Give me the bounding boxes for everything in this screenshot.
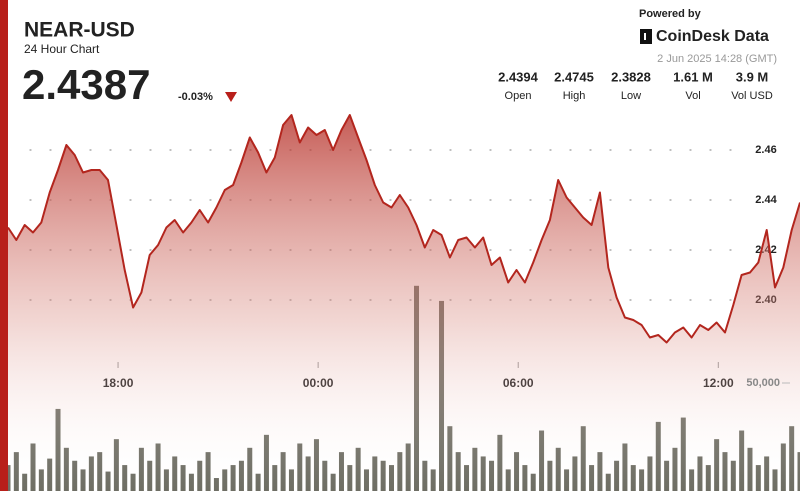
stat-label: Open [505,90,532,102]
stats: 2.4394 Open 2.4745 High 2.3828 Low 1.61 M Vol 3.… [498,69,773,101]
y2-tick-label: 50,000 [746,377,780,389]
down-arrow [225,92,237,102]
stat-value: 2.3828 [611,69,651,84]
stat-value: 1.61 M [673,69,713,84]
title: NEAR-USD [24,19,135,42]
stat-label: Vol USD [731,90,773,102]
brand-logo: CoinDesk Data [640,28,769,45]
stat-label: Vol [685,90,700,102]
stat-label: High [563,90,586,102]
powered-by: Powered by [639,8,702,20]
y-tick-label: 2.46 [755,144,776,156]
subtitle: 24 Hour Chart [24,42,100,56]
plot-area: 2.402.422.442.4618:0000:0006:0012:0050,0… [5,114,800,491]
stat-value: 3.9 M [736,69,769,84]
price-area [8,115,800,491]
logo-icon [640,29,652,44]
change: -0.03% [178,91,213,103]
price-line [7,114,800,344]
price: 2.4387 [22,61,150,108]
accent-bar [0,0,8,491]
stat-value: 2.4394 [498,69,539,84]
stat-label: Low [621,90,641,102]
date: 2 Jun 2025 14:28 (GMT) [657,53,777,65]
stat-value: 2.4745 [554,69,594,84]
y-tick-label: 2.44 [755,194,777,206]
brand: CoinDesk Data [656,28,769,45]
